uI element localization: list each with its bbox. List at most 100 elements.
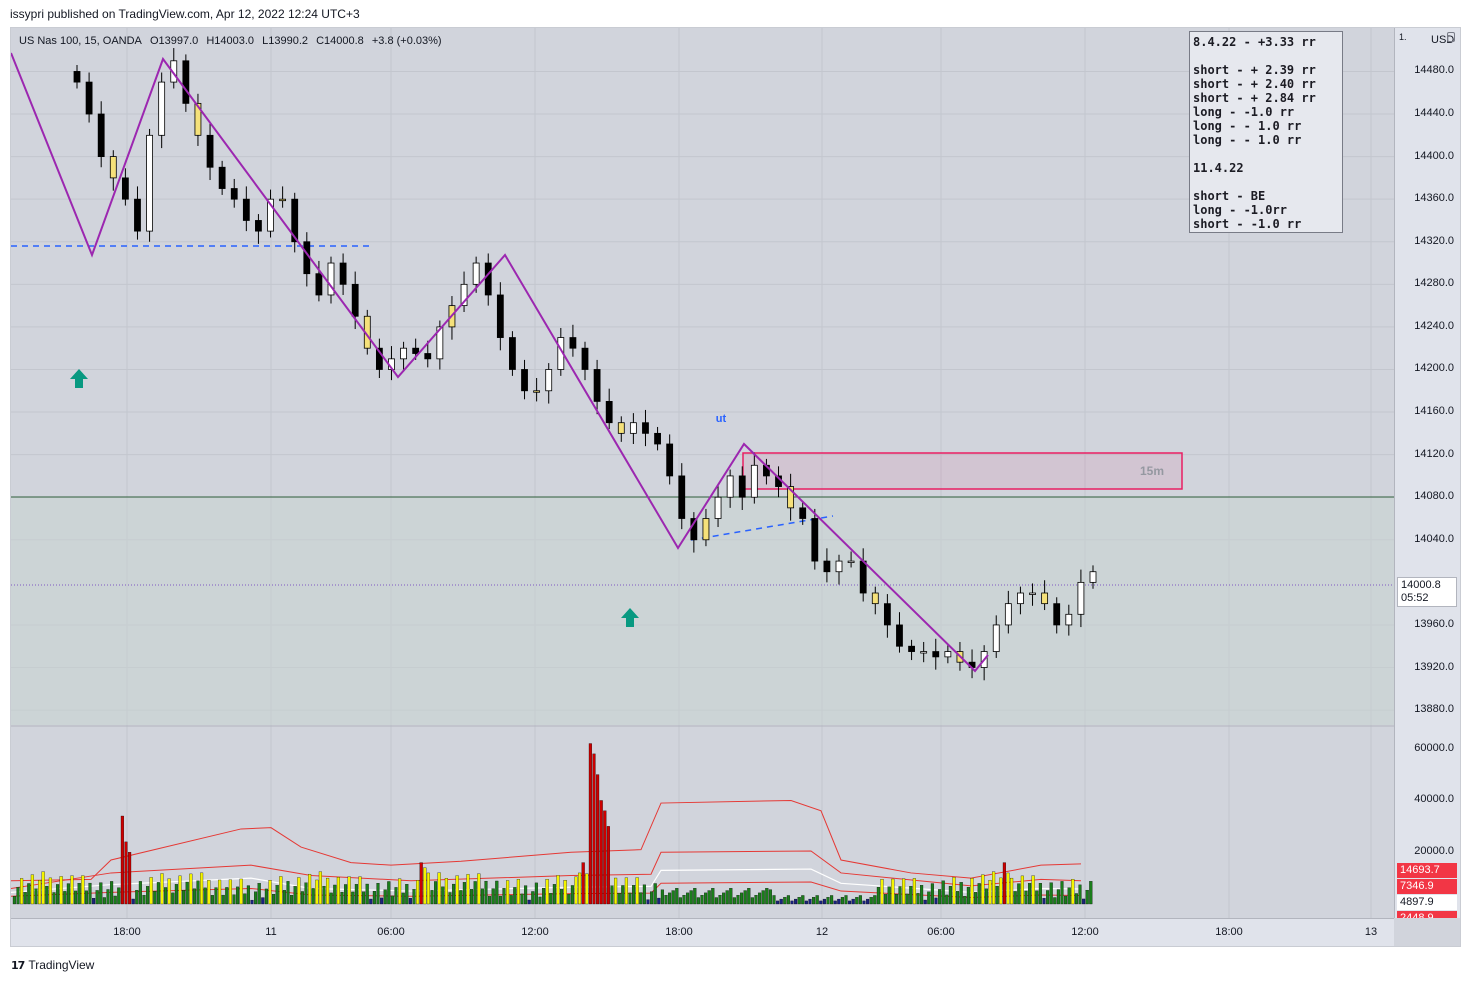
volume-bar — [477, 873, 481, 905]
volume-bar — [772, 895, 776, 905]
candle-body — [218, 166, 226, 189]
volume-bar — [992, 871, 996, 905]
volume-bar — [412, 889, 416, 905]
volume-bar — [164, 887, 168, 905]
candle-body — [726, 475, 734, 498]
volume-bar — [272, 894, 276, 905]
volume-bar — [408, 898, 412, 905]
volume-bar — [1078, 884, 1082, 905]
volume-bar — [905, 893, 909, 905]
volume-bar — [556, 875, 560, 905]
volume-bar — [837, 898, 841, 905]
candle-body — [85, 81, 93, 115]
volume-bar — [207, 879, 211, 905]
volume-bar — [779, 898, 783, 905]
volume-bar — [707, 890, 711, 905]
candle-body — [242, 198, 250, 221]
volume-bar — [250, 899, 254, 905]
volume-bar — [603, 810, 607, 905]
supply-zone-15m[interactable] — [742, 452, 1183, 490]
volume-bar — [869, 897, 873, 905]
volume-bar — [70, 875, 74, 905]
volume-bar — [689, 890, 693, 905]
volume-bar — [920, 885, 924, 905]
zigzag-line[interactable] — [11, 52, 989, 673]
volume-bar — [974, 892, 978, 905]
volume-bar — [570, 885, 574, 905]
stats-line — [1193, 175, 1339, 189]
chart-frame[interactable]: 15m ut US Nas 100, 15, OANDA O13997.0 H1… — [10, 27, 1461, 947]
volume-bar — [480, 888, 484, 905]
volume-bar — [538, 896, 542, 905]
volume-bar — [138, 881, 142, 905]
volume-bar — [452, 883, 456, 905]
volume-bar — [801, 895, 805, 905]
volume-bar — [365, 883, 369, 905]
symbol-name[interactable]: US Nas 100, 15, OANDA — [19, 35, 142, 47]
volume-bar — [768, 889, 772, 905]
candle-body — [932, 651, 940, 658]
volume-bar — [462, 882, 466, 905]
volume-bar — [700, 895, 704, 905]
volume-bar — [362, 891, 366, 905]
tradingview-logo[interactable]: 17 TradingView — [11, 958, 94, 972]
time-scale[interactable]: 18:00 11 06:00 12:00 18:00 12 06:00 12:00 18:00 1… — [11, 918, 1394, 946]
volume-bar — [246, 885, 250, 905]
lock-icon[interactable] — [1447, 32, 1455, 42]
volume-bar — [110, 881, 114, 905]
volume-bar — [743, 890, 747, 905]
volume-bar — [38, 880, 42, 905]
ohlc-legend[interactable]: US Nas 100, 15, OANDA O13997.0 H14003.0 … — [19, 35, 447, 47]
volume-bar — [682, 895, 686, 905]
volume-bar — [581, 862, 585, 905]
publish-info: issypri published on TradingView.com, Ap… — [10, 7, 360, 21]
volume-bar — [675, 888, 679, 905]
volume-bar — [20, 878, 24, 905]
stats-line: short - + 2.84 rr — [1193, 91, 1316, 105]
stats-line: short - + 2.39 rr — [1193, 63, 1316, 77]
price-tick: 14120.0 — [1414, 447, 1454, 460]
volume-bar — [786, 895, 790, 905]
price-tick: 14280.0 — [1414, 277, 1454, 290]
plot-area[interactable]: 15m ut US Nas 100, 15, OANDA O13997.0 H1… — [11, 28, 1394, 918]
trade-stats-note[interactable]: 8.4.22 - +3.33 rr short - + 2.39 rr short … — [1189, 31, 1343, 233]
volume-bar — [340, 892, 344, 905]
volume-bar — [81, 875, 85, 905]
volume-bar — [117, 887, 121, 905]
candle-body — [460, 283, 468, 307]
volume-bar — [502, 888, 506, 905]
volume-bar — [819, 900, 823, 905]
candle-body — [629, 422, 637, 434]
last-price-tag: 14000.8 05:52 — [1397, 577, 1457, 607]
volume-bar — [826, 897, 830, 905]
volume-bars — [12, 743, 1093, 905]
volume-bar — [27, 883, 31, 905]
ohlc-open: O13997.0 — [149, 35, 199, 47]
volume-bar — [221, 894, 225, 905]
price-tick: 14400.0 — [1414, 149, 1454, 162]
zone-label: 15m — [1140, 464, 1164, 478]
stats-line — [1193, 147, 1339, 161]
price-scale[interactable]: 1. USD 14480.0 14440.0 14400.0 14360.0 14320… — [1394, 28, 1460, 918]
candles-group — [73, 48, 1097, 681]
volume-bar — [48, 877, 52, 905]
currency-label[interactable]: USD — [1431, 34, 1455, 46]
volume-bar — [160, 873, 164, 905]
candle-body — [315, 273, 323, 296]
price-chart-svg[interactable]: 15m ut — [11, 28, 1394, 918]
volume-bar — [275, 885, 279, 905]
volume-bar — [491, 888, 495, 905]
candle-body — [109, 156, 117, 179]
volume-bar — [596, 774, 600, 905]
volume-bar — [347, 876, 351, 905]
dashed-trendline-2[interactable] — [690, 515, 834, 541]
volume-bar — [419, 862, 423, 905]
volume-bar — [761, 890, 765, 905]
volume-bar — [120, 815, 124, 905]
volume-bar — [239, 878, 243, 905]
volume-bar — [804, 900, 808, 905]
volume-bar — [218, 879, 222, 905]
candle-body — [642, 422, 649, 434]
volume-bar — [668, 892, 672, 905]
volume-bar — [131, 898, 135, 905]
